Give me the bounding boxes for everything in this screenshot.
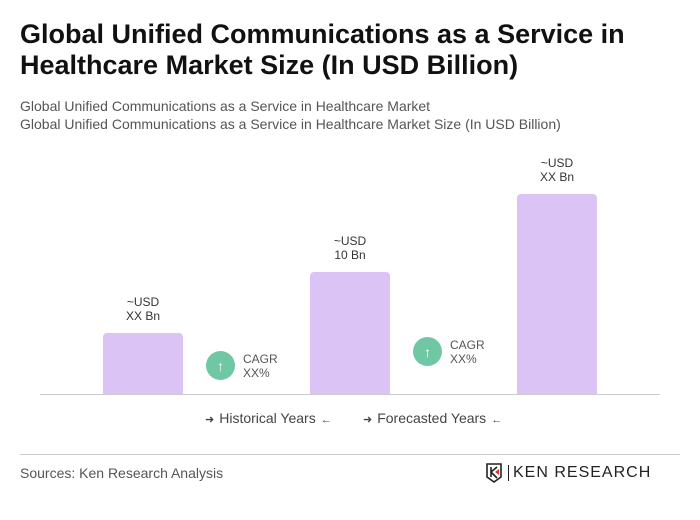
arrow-right-icon: ➜ [363,414,373,426]
cagr-annotation: ↑ CAGR XX% [206,351,278,380]
logo-mark-icon [486,463,502,483]
bar [310,272,390,394]
cagr-value: XX% [450,351,477,366]
legend-label: Forecasted Years [377,410,487,426]
arrow-up-icon: ↑ [206,351,235,380]
subtitle-secondary: Global Unified Communications as a Servi… [20,116,561,132]
ken-research-logo: KEN RESEARCH [486,463,651,483]
subtitle: Global Unified Communications as a Servi… [20,98,431,114]
chart-title: Global Unified Communications as a Servi… [20,19,625,80]
arrow-up-icon: ↑ [413,337,442,366]
bar-data-label: ~USD XX Bn [539,156,575,184]
x-axis [40,394,660,395]
legend-label: Historical Years [219,410,316,426]
cagr-annotation: ↑ CAGR XX% [413,337,485,366]
arrow-left-icon: ← [491,414,503,426]
cagr-label: CAGR [243,351,278,366]
cagr-label: CAGR [450,337,485,352]
arrow-right-icon: ➜ [205,414,215,426]
arrow-left-icon: ← [320,414,332,426]
source-note: Sources: Ken Research Analysis [20,465,224,481]
footer-divider [20,454,680,455]
legend-forecasted: ➜ Forecasted Years ← [358,410,507,426]
logo-text: KEN RESEARCH [513,464,652,481]
bar-data-label: ~USD 10 Bn [333,234,367,263]
bar [103,333,183,394]
legend-historical: ➜ Historical Years ← [200,410,337,426]
bar [517,194,597,394]
cagr-value: XX% [243,365,270,380]
bar-data-label: ~USD XX Bn [125,295,161,324]
